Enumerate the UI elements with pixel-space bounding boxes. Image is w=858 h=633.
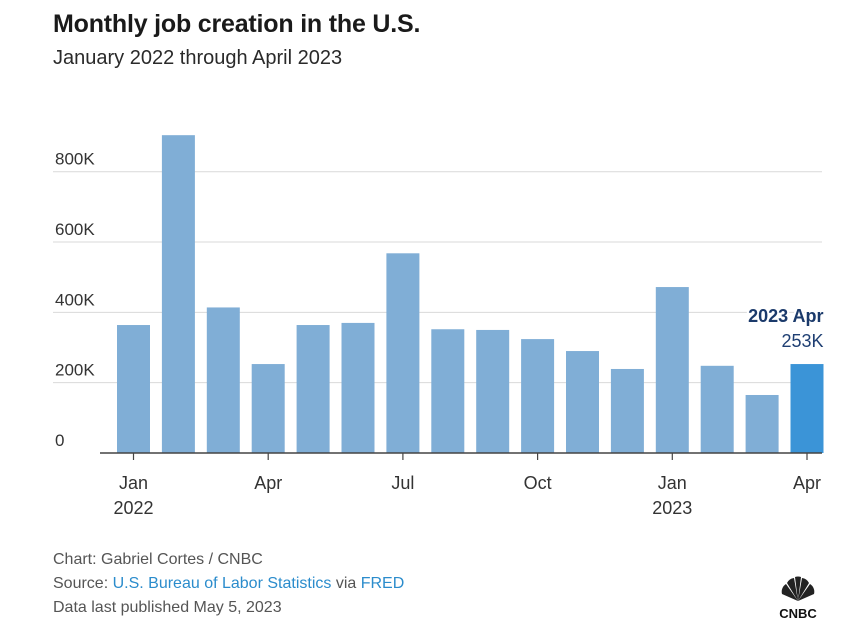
y-tick-label: 800K [55, 150, 95, 169]
cnbc-logo: CNBC [779, 576, 817, 621]
source-prefix: Source: [53, 575, 113, 592]
published-date: Data last published May 5, 2023 [53, 599, 282, 616]
bar-2023-03[interactable] [745, 394, 779, 453]
bar-2022-04[interactable] [251, 364, 285, 453]
x-tick-year-label: 2023 [652, 498, 692, 518]
x-tick-label: Jul [391, 473, 414, 493]
x-tick-label: Jan [119, 473, 148, 493]
axis-labels: 0 200K 400K 600K 800K Jan 2022 Apr Jul Oct Jan 2023… [55, 150, 821, 518]
bls-link[interactable]: U.S. Bureau of Labor Statistics [112, 575, 332, 592]
bar-2023-01[interactable] [655, 287, 689, 453]
annotation-value: 253K [781, 331, 823, 351]
bar-2022-02[interactable] [161, 135, 195, 453]
bar-2022-06[interactable] [341, 322, 375, 453]
bar-2022-11[interactable] [566, 351, 599, 453]
bar-2022-09[interactable] [476, 329, 510, 453]
chart-credit: Chart: Gabriel Cortes / CNBC [53, 551, 263, 568]
x-axis [100, 452, 822, 460]
source-mid: via [331, 575, 361, 592]
bar-2022-10[interactable] [521, 339, 555, 453]
y-tick-label: 0 [55, 431, 64, 450]
x-tick-year-label: 2022 [113, 498, 153, 518]
cnbc-logo-text: CNBC [779, 606, 817, 621]
y-tick-label: 600K [55, 220, 95, 239]
nbc-peacock-icon [781, 576, 815, 601]
x-tick-label: Jan [658, 473, 687, 493]
x-tick-label: Apr [793, 473, 821, 493]
x-tick-label: Oct [524, 473, 552, 493]
source-line: Source: U.S. Bureau of Labor Statistics … [53, 575, 404, 593]
bar-2022-07[interactable] [386, 253, 420, 453]
bar-2022-05[interactable] [296, 325, 330, 453]
annotation-title: 2023 Apr [748, 306, 823, 326]
bar-2023-02[interactable] [700, 365, 734, 453]
bar-2023-04[interactable] [790, 364, 824, 453]
bar-2022-03[interactable] [206, 307, 240, 453]
bars [117, 135, 824, 453]
bar-2022-12[interactable] [610, 368, 644, 453]
bar-2022-01[interactable] [117, 325, 150, 453]
y-tick-label: 200K [55, 361, 95, 380]
x-tick-label: Apr [254, 473, 282, 493]
chart-subtitle: January 2022 through April 2023 [53, 47, 343, 69]
annotation: 2023 Apr 253K [746, 304, 825, 353]
fred-link[interactable]: FRED [360, 575, 405, 592]
bar-2022-08[interactable] [431, 329, 465, 453]
y-tick-label: 400K [55, 290, 95, 309]
chart-title: Monthly job creation in the U.S. [53, 10, 421, 38]
bar-chart: 0 200K 400K 600K 800K Jan 2022 Apr Jul Oct Jan 2023… [53, 135, 826, 518]
